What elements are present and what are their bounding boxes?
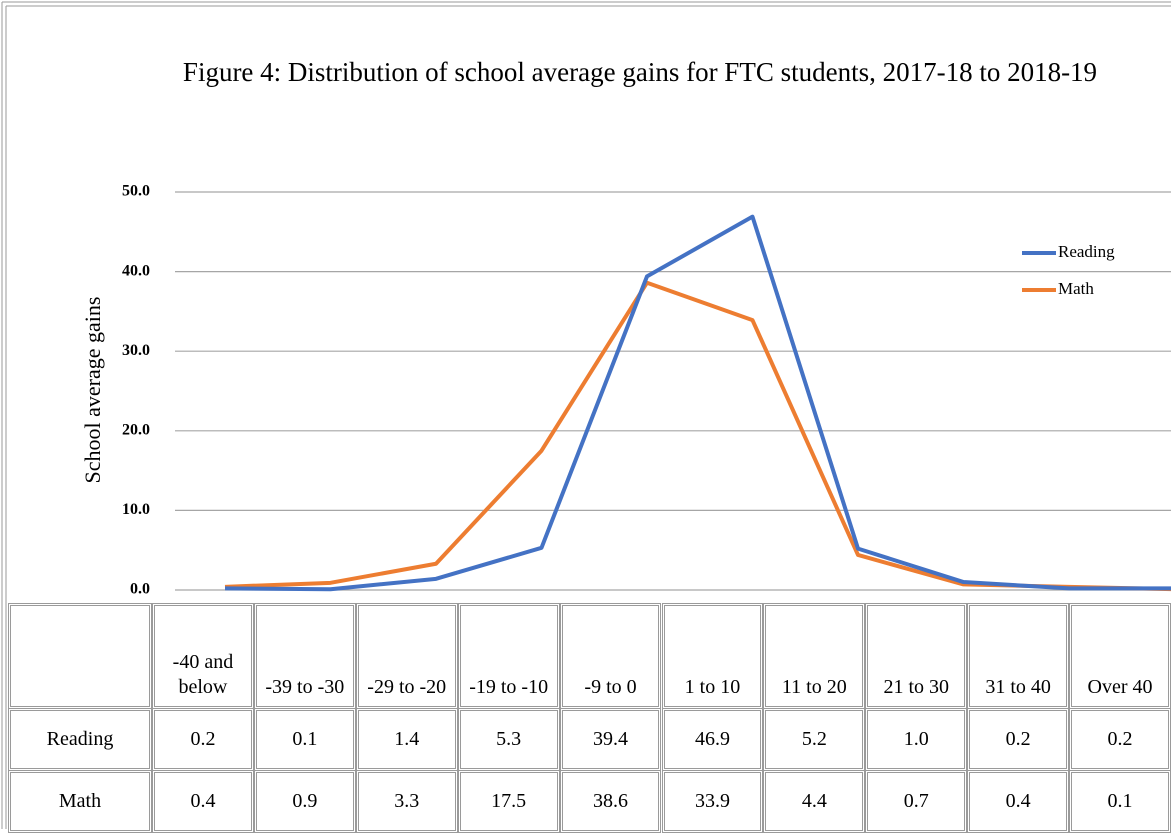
value-label: 0.1 bbox=[1069, 770, 1171, 833]
value-label: 33.9 bbox=[661, 770, 764, 833]
category-label: 11 to 20 bbox=[763, 603, 866, 709]
row-label: Reading bbox=[8, 708, 152, 771]
row-label: Math bbox=[8, 770, 152, 833]
category-label: -40 and below bbox=[152, 603, 254, 709]
legend-label: Reading bbox=[1058, 242, 1115, 261]
y-tick-label: 50.0 bbox=[122, 183, 150, 200]
value-label: 0.1 bbox=[253, 708, 356, 771]
y-tick-label: 40.0 bbox=[122, 262, 150, 279]
value-label: 46.9 bbox=[661, 708, 764, 771]
value-label: 0.9 bbox=[253, 770, 356, 833]
y-tick-label: 20.0 bbox=[122, 421, 150, 438]
value-label: 17.5 bbox=[457, 770, 560, 833]
value-label: 39.4 bbox=[559, 708, 662, 771]
category-label: Over 40 bbox=[1069, 603, 1171, 709]
value-label: 5.2 bbox=[763, 708, 866, 771]
y-tick-label: 10.0 bbox=[122, 501, 150, 518]
value-label: 0.7 bbox=[865, 770, 968, 833]
series-line bbox=[224, 280, 1171, 592]
category-label: 21 to 30 bbox=[865, 603, 968, 709]
value-label: 5.3 bbox=[457, 708, 560, 771]
chart-title: Figure 4: Distribution of school average… bbox=[182, 57, 1098, 87]
value-label: 0.2 bbox=[152, 708, 254, 771]
y-tick-label: 0.0 bbox=[130, 581, 150, 598]
category-label: -29 to -20 bbox=[355, 603, 458, 709]
value-label: 1.4 bbox=[355, 708, 458, 771]
category-label: 1 to 10 bbox=[661, 603, 764, 709]
value-label: 4.4 bbox=[763, 770, 866, 833]
category-label: 31 to 40 bbox=[967, 603, 1070, 709]
table-corner bbox=[8, 603, 152, 709]
value-label: 0.4 bbox=[967, 770, 1070, 833]
value-label: 38.6 bbox=[559, 770, 662, 833]
category-label: -9 to 0 bbox=[559, 603, 662, 709]
category-label: -39 to -30 bbox=[253, 603, 356, 709]
y-axis-title: School average gains bbox=[80, 297, 105, 484]
value-label: 0.2 bbox=[967, 708, 1070, 771]
y-tick-label: 30.0 bbox=[122, 342, 150, 359]
category-label: -19 to -10 bbox=[457, 603, 560, 709]
value-label: 3.3 bbox=[355, 770, 458, 833]
series-line bbox=[224, 214, 1171, 592]
legend-label: Math bbox=[1058, 279, 1094, 298]
value-label: 0.4 bbox=[152, 770, 254, 833]
value-label: 0.2 bbox=[1069, 708, 1171, 771]
value-label: 1.0 bbox=[865, 708, 968, 771]
